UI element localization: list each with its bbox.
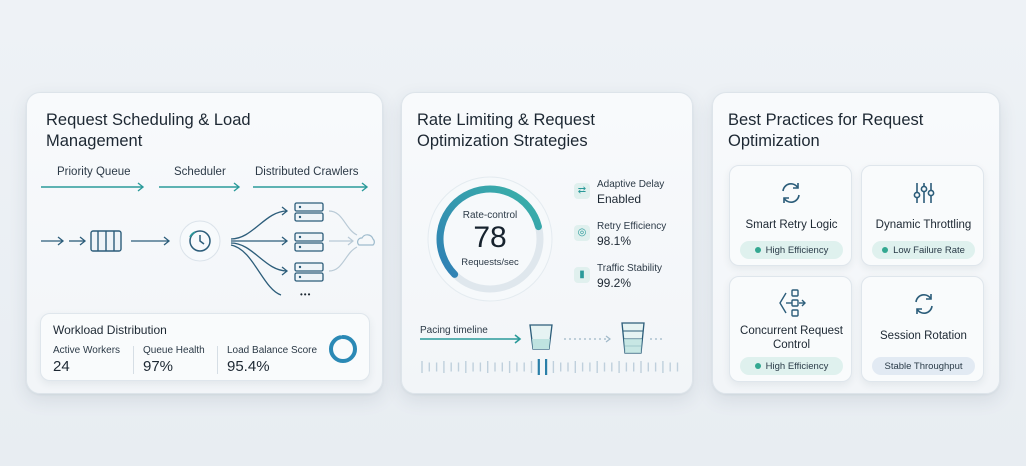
sliders-icon (913, 183, 935, 203)
bucket-icon (529, 324, 553, 350)
pacing-timeline-label: Pacing timeline (420, 325, 488, 336)
gauge-label: Rate-control (462, 210, 518, 221)
status-badge: Low Failure Rate (872, 241, 975, 259)
scheduling-card-title: Request Scheduling & Load Management (46, 111, 251, 150)
clock-icon (179, 220, 221, 262)
stat-label-active-workers: Active Workers (53, 345, 121, 356)
rotate-icon (915, 294, 933, 314)
bar-chart-icon: ▮ (574, 267, 590, 283)
practice-title: Dynamic Throttling (875, 219, 972, 231)
flow-label-priority-queue: Priority Queue (57, 166, 131, 178)
cloud-icon (357, 234, 375, 246)
practice-dynamic-throttling[interactable]: Dynamic Throttling Low Failure Rate (861, 165, 984, 266)
workload-distribution-panel: Workload Distribution Active Workers 24 … (40, 313, 370, 381)
gauge-unit: Requests/sec (461, 257, 519, 268)
status-badge: High Efficiency (740, 357, 843, 375)
practice-title: Session Rotation (880, 330, 967, 342)
stat-divider (133, 346, 134, 374)
scheduling-flow-diagram (41, 182, 375, 296)
workload-title: Workload Distribution (53, 323, 167, 337)
rate-limiting-card: Rate Limiting & Request Optimization Str… (401, 92, 693, 394)
full-bucket-icon (621, 322, 645, 354)
flow-label-scheduler: Scheduler (174, 166, 226, 178)
status-badge: Stable Throughput (872, 357, 975, 375)
practice-smart-retry-logic[interactable]: Smart Retry Logic High Efficiency (729, 165, 852, 266)
scheduling-card: Request Scheduling & Load Management Pri… (26, 92, 383, 394)
practice-concurrent-request-control[interactable]: Concurrent Request Control High Efficien… (729, 276, 852, 382)
stat-label-queue-health: Queue Health (143, 345, 205, 356)
status-badge: High Efficiency (740, 241, 843, 259)
stat-value-active-workers: 24 (53, 358, 70, 375)
gauge-value: 78 (473, 221, 507, 254)
rate-control-gauge (427, 176, 553, 302)
stat-divider (217, 346, 218, 374)
rate-limiting-card-title: Rate Limiting & Request Optimization Str… (417, 111, 595, 150)
queue-icon (90, 230, 122, 252)
best-practices-card: Best Practices for Request Optimization … (712, 92, 1000, 394)
wave-arrows-icon: ⇄ (574, 183, 590, 199)
practice-session-rotation[interactable]: Session Rotation Stable Throughput (861, 276, 984, 382)
stat-label-load-balance: Load Balance Score (227, 345, 318, 356)
practice-title: Concurrent Request Control (740, 325, 843, 351)
refresh-icon (782, 183, 800, 203)
more-crawlers-dots: ••• (300, 290, 312, 299)
pacing-timeline (420, 322, 679, 375)
flow-label-distributed-crawlers: Distributed Crawlers (255, 166, 359, 178)
target-icon: ◎ (574, 225, 590, 241)
branch-nodes-icon (779, 289, 806, 317)
load-balance-ring (329, 335, 357, 363)
best-practices-card-title: Best Practices for Request Optimization (728, 111, 924, 150)
stat-value-queue-health: 97% (143, 358, 174, 375)
practice-title: Smart Retry Logic (745, 219, 838, 231)
stat-value-load-balance: 95.4% (227, 358, 270, 375)
server-icons (294, 202, 324, 282)
